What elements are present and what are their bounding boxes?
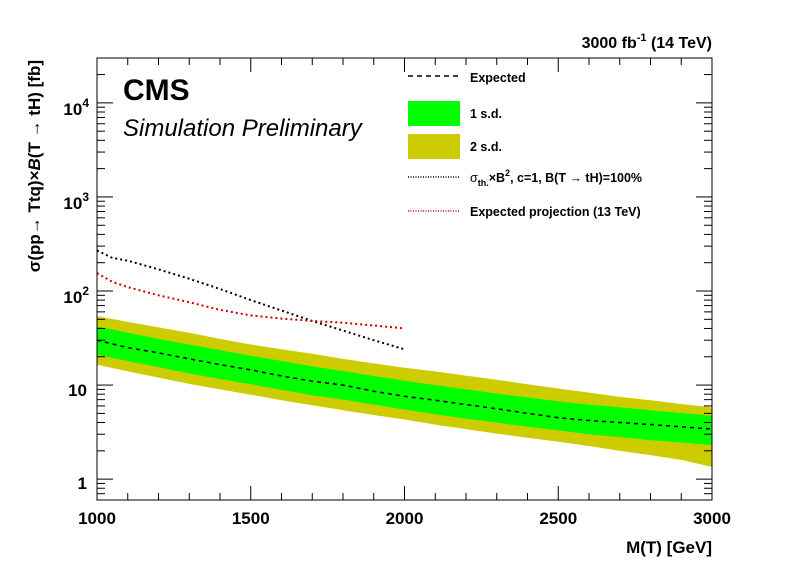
legend-two-sd-swatch: [408, 134, 460, 159]
x-tick-label-1000: 1000: [78, 509, 116, 528]
legend-theory-label: σth.×B2, c=1, B(T → tH)=100%: [470, 168, 642, 188]
x-tick-label-2000: 2000: [386, 509, 424, 528]
axis-ticks: [96, 57, 713, 501]
legend-expected-label: Expected: [470, 71, 526, 85]
x-tick-labels: 1000 1500 2000 2500 3000: [78, 509, 731, 528]
legend-projection-label: Expected projection (13 TeV): [470, 205, 641, 219]
projection-line: [97, 272, 405, 330]
expected-line: [97, 339, 712, 430]
y-tick-label-100: 102: [63, 284, 89, 307]
y-axis-label: σ(pp→ Ttq)×B(T → tH) [fb]: [25, 60, 44, 272]
y-tick-label-1: 1: [78, 474, 87, 493]
y-tick-labels: 1 10 102 103 104: [63, 96, 89, 493]
lumi-label: 3000 fb-1 (14 TeV): [582, 32, 712, 52]
cms-label: CMS: [123, 74, 190, 107]
x-tick-label-3000: 3000: [693, 509, 731, 528]
y-tick-label-10000: 104: [63, 96, 89, 119]
legend: Expected 1 s.d. 2 s.d. σth.×B2, c=1, B(T…: [408, 71, 642, 219]
y-tick-label-1000: 103: [63, 190, 89, 213]
legend-one-sd-label: 1 s.d.: [470, 107, 502, 121]
x-tick-label-2500: 2500: [539, 509, 577, 528]
theory-line: [97, 249, 405, 351]
status-label: Simulation Preliminary: [123, 115, 364, 142]
x-tick-label-1500: 1500: [232, 509, 270, 528]
y-tick-label-10: 10: [68, 381, 87, 400]
one-sd-band: [97, 326, 712, 446]
legend-one-sd-swatch: [408, 101, 460, 126]
x-axis-label: M(T) [GeV]: [626, 538, 712, 557]
legend-two-sd-label: 2 s.d.: [470, 140, 502, 154]
